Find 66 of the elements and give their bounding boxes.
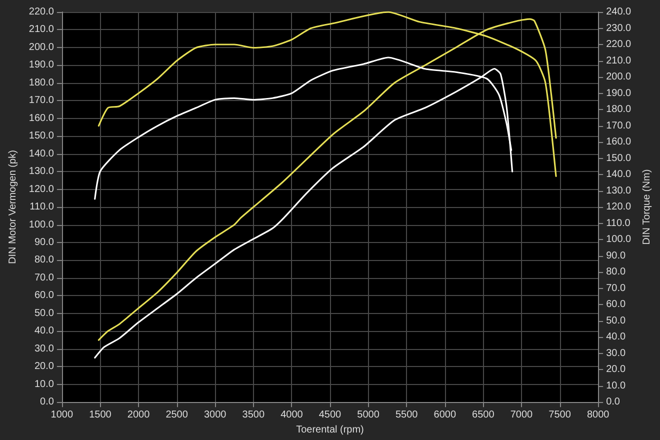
y2-tick-label: 10.0 <box>606 380 626 392</box>
y-tick-label: 200.0 <box>28 42 54 53</box>
y-tick-label: 140.0 <box>28 148 54 160</box>
y2-tick-label: 180.0 <box>606 104 632 116</box>
y-tick-label: 180.0 <box>28 77 54 88</box>
y-tick-label: 160.0 <box>28 112 54 124</box>
y2-tick-label: 70.0 <box>606 282 626 294</box>
y2-tick-label: 90.0 <box>606 250 626 262</box>
y2-tick-label: 120.0 <box>606 202 632 213</box>
y-tick-label: 50.0 <box>34 308 54 319</box>
x-tick-label: 1000 <box>50 410 74 421</box>
x-tick-label: 3500 <box>242 410 265 421</box>
y-tick-label: 190.0 <box>28 60 54 71</box>
y2-tick-label: 140.0 <box>606 169 632 180</box>
y2-tick-label: 210.0 <box>606 55 632 66</box>
x-tick-label: 2500 <box>166 410 188 421</box>
y2-tick-label: 110.0 <box>606 218 631 229</box>
y-tick-label: 110.0 <box>30 202 54 213</box>
y-tick-label: 90.0 <box>34 237 54 248</box>
y-tick-label: 150.0 <box>28 130 54 142</box>
x-tick-label: 4500 <box>318 410 342 421</box>
x-tick-label: 4000 <box>280 410 304 421</box>
y2-axis-title: DIN Torque (Nm) <box>642 169 652 245</box>
y2-tick-label: 30.0 <box>606 348 626 359</box>
y-tick-label: 40.0 <box>34 326 54 337</box>
y2-tick-label: 80.0 <box>606 266 626 278</box>
y-tick-label: 80.0 <box>34 254 54 266</box>
x-tick-label: 1500 <box>89 410 112 421</box>
y2-tick-label: 150.0 <box>606 152 632 164</box>
y2-tick-label: 190.0 <box>606 88 632 99</box>
x-tick-label: 6000 <box>434 410 456 421</box>
y-tick-label: 220.0 <box>28 6 54 18</box>
y-tick-label: 120.0 <box>28 184 54 195</box>
y2-tick-label: 220.0 <box>606 39 632 50</box>
y-tick-label: 0.0 <box>40 396 54 408</box>
y-tick-label: 130.0 <box>28 166 54 178</box>
y-tick-label: 170.0 <box>28 95 54 106</box>
y-tick-label: 10.0 <box>34 378 54 390</box>
y2-tick-label: 160.0 <box>606 136 632 148</box>
x-tick-label: 2000 <box>127 410 150 421</box>
y-tick-label: 30.0 <box>34 343 54 354</box>
y-tick-label: 60.0 <box>34 290 54 302</box>
y-tick-label: 210.0 <box>28 24 54 36</box>
y2-tick-label: 170.0 <box>606 120 632 132</box>
x-tick-label: 7500 <box>548 410 572 421</box>
x-tick-label: 3000 <box>204 410 227 421</box>
y2-tick-label: 50.0 <box>606 315 626 326</box>
x-tick-label: 5500 <box>395 410 418 421</box>
x-tick-label: 8000 <box>586 410 610 421</box>
x-tick-label: 5000 <box>357 410 380 421</box>
y-tick-label: 20.0 <box>34 361 54 372</box>
y2-tick-label: 40.0 <box>606 332 626 343</box>
y2-tick-label: 240.0 <box>606 6 632 18</box>
y-tick-label: 70.0 <box>34 272 54 284</box>
y2-tick-label: 200.0 <box>606 72 632 83</box>
y2-tick-label: 130.0 <box>606 185 632 196</box>
y2-tick-label: 0.0 <box>606 396 620 408</box>
y-tick-label: 100.0 <box>28 219 54 230</box>
y2-tick-label: 20.0 <box>606 364 626 376</box>
x-tick-label: 6500 <box>472 410 495 421</box>
y2-tick-label: 60.0 <box>606 299 626 310</box>
x-tick-label: 7000 <box>510 410 534 421</box>
y2-tick-label: 230.0 <box>606 22 632 34</box>
x-axis-title: Toerental (rpm) <box>296 424 364 436</box>
y-axis-title: DIN Motor Vermogen (pk) <box>8 150 18 264</box>
y2-tick-label: 100.0 <box>606 234 632 246</box>
